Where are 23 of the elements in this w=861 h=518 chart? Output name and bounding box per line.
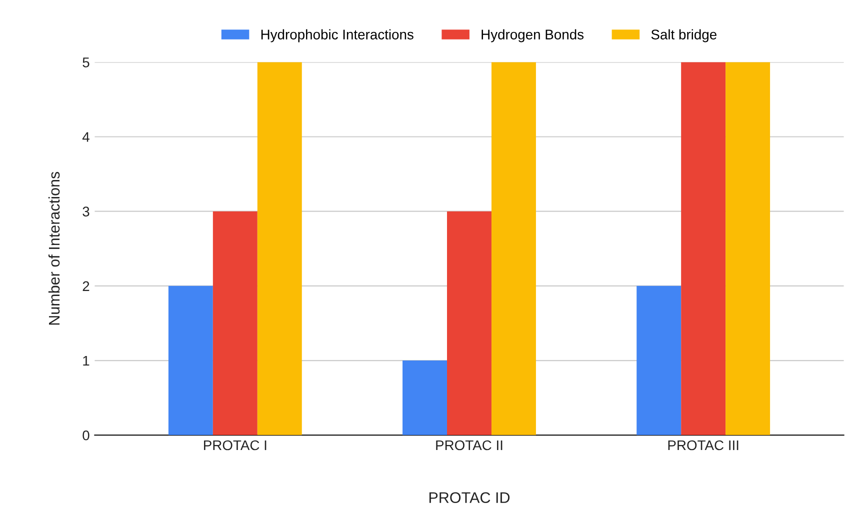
bar [636, 286, 682, 436]
x-axis-title: PROTAC ID [429, 492, 510, 504]
bar [726, 62, 770, 436]
y-axis-title: Number of Interactions [48, 172, 60, 325]
x-tick-label: PROTAC II [436, 440, 502, 450]
legend-label: Hydrophobic Interactions [261, 29, 414, 42]
x-tick-label: PROTAC I [204, 440, 266, 450]
bar [447, 211, 492, 436]
legend-label: Hydrogen Bonds [482, 29, 584, 42]
bar [212, 211, 258, 436]
bar [681, 62, 726, 436]
bar [168, 286, 213, 436]
legend-label: Salt bridge [651, 29, 716, 42]
y-tick-label: 5 [82, 58, 90, 68]
bar [491, 62, 536, 436]
y-tick-label: 0 [82, 430, 90, 440]
y-tick-label: 2 [82, 281, 90, 291]
bar [402, 360, 448, 436]
x-tick-label: PROTAC III [668, 440, 738, 450]
bar [257, 62, 302, 436]
y-tick-label: 3 [82, 206, 90, 217]
y-tick-label: 4 [82, 132, 90, 142]
y-tick-label: 1 [83, 356, 90, 366]
